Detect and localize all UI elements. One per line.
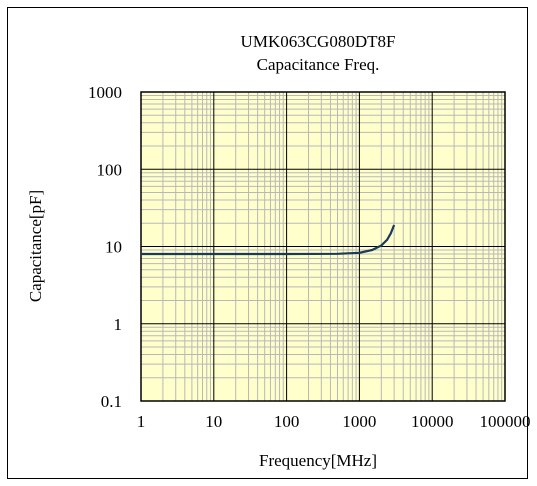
series-line — [141, 224, 396, 256]
x-tick-label: 1000 — [342, 412, 376, 431]
series-layer — [141, 224, 396, 256]
y-tick-label: 100 — [97, 160, 123, 179]
chart-title: UMK063CG080DT8F — [241, 32, 396, 51]
y-tick-label: 1000 — [88, 83, 122, 102]
x-tick-label: 100000 — [480, 412, 531, 431]
y-tick-label: 1 — [114, 315, 123, 334]
x-axis-label: Frequency[MHz] — [259, 451, 377, 470]
x-tick-label: 10000 — [411, 412, 454, 431]
plot-border — [140, 91, 506, 402]
x-tick-labels: 1 10 100 1000 10000 100000 — [137, 412, 531, 431]
major-grid — [140, 91, 506, 402]
y-tick-label: 10 — [105, 238, 122, 257]
x-tick-label: 10 — [205, 412, 222, 431]
y-tick-labels: 0.1 1 10 100 1000 — [88, 83, 122, 411]
y-tick-label: 0.1 — [101, 392, 122, 411]
y-axis-label: Capacitance[pF] — [26, 190, 45, 302]
x-tick-label: 1 — [137, 412, 146, 431]
x-tick-label: 100 — [274, 412, 300, 431]
chart-subtitle: Capacitance Freq. — [257, 55, 380, 74]
